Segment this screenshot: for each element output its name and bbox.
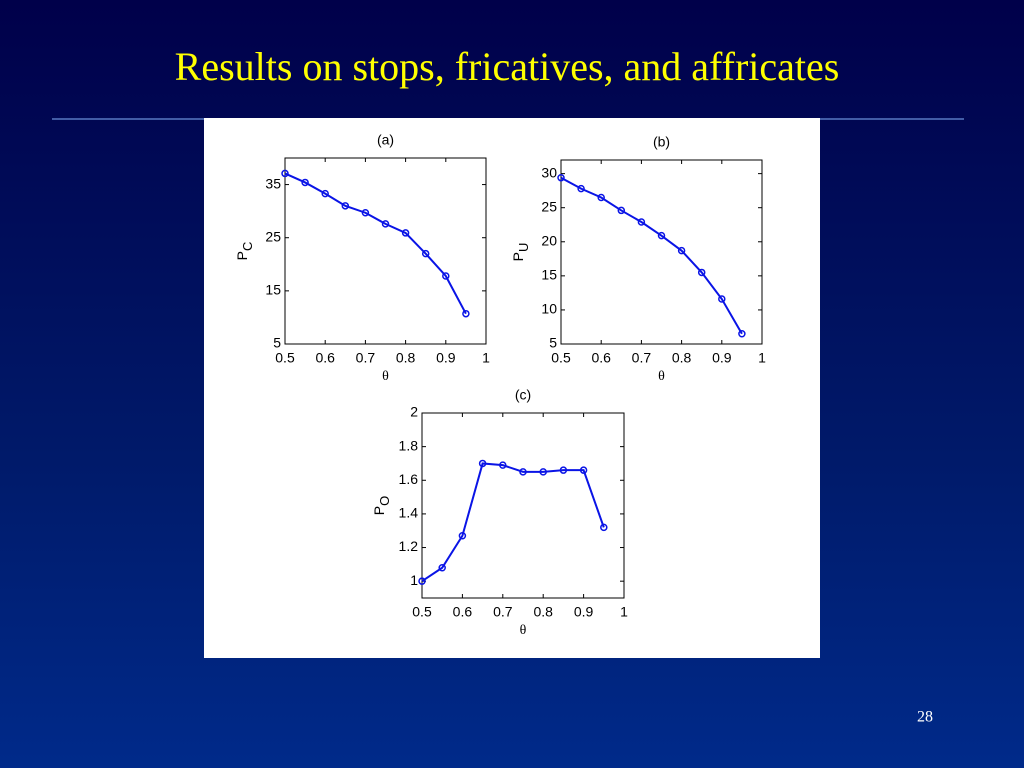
x-tick-label: 1 <box>620 604 628 620</box>
data-point <box>559 466 568 474</box>
data-point <box>577 184 585 193</box>
data-point <box>718 295 726 303</box>
data-point <box>557 173 565 182</box>
x-tick-label: 0.7 <box>632 350 652 366</box>
chart-title: (a) <box>377 132 394 148</box>
y-tick-label: 1.8 <box>399 437 419 453</box>
x-axis-label: θ <box>520 623 527 638</box>
x-tick-label: 0.9 <box>436 350 456 366</box>
data-line <box>284 172 467 315</box>
data-point <box>418 577 426 585</box>
data-point <box>341 202 350 210</box>
data-point <box>677 246 686 255</box>
x-tick-label: 0.9 <box>712 350 732 366</box>
data-point <box>697 268 706 277</box>
x-tick-label: 0.7 <box>356 350 376 366</box>
data-point <box>579 466 588 474</box>
data-point <box>462 309 470 318</box>
chart-title: (b) <box>653 134 670 150</box>
x-tick-label: 0.8 <box>672 350 692 366</box>
x-tick-label: 1 <box>758 350 766 366</box>
y-axis-label-subscript: U <box>516 243 531 252</box>
data-point <box>600 523 608 532</box>
y-axis-label-subscript: C <box>240 242 255 251</box>
y-tick-label: 15 <box>541 267 557 283</box>
y-tick-label: 25 <box>541 198 557 214</box>
data-point <box>281 169 289 178</box>
y-axis-label-main: P <box>234 251 250 260</box>
x-tick-label: 0.8 <box>396 350 416 366</box>
y-tick-label: 5 <box>549 335 557 351</box>
data-line <box>560 176 743 335</box>
data-point <box>442 272 450 280</box>
y-tick-label: 10 <box>541 301 557 317</box>
y-tick-label: 35 <box>265 175 281 191</box>
data-point <box>617 206 626 215</box>
y-tick-label: 1.4 <box>399 505 419 521</box>
data-point <box>421 249 430 258</box>
y-tick-label: 5 <box>273 335 281 351</box>
x-axis-label: θ <box>382 369 389 384</box>
data-point <box>458 532 467 540</box>
x-tick-label: 0.8 <box>533 604 553 620</box>
data-point <box>438 563 446 572</box>
y-axis-label-subscript: O <box>377 496 392 506</box>
y-tick-label: 1.6 <box>399 471 419 487</box>
x-tick-label: 0.6 <box>591 350 611 366</box>
axes-box <box>560 159 763 345</box>
y-tick-label: 2 <box>410 404 418 420</box>
data-point <box>401 229 410 237</box>
data-point <box>321 189 329 198</box>
x-tick-label: 0.7 <box>493 604 513 620</box>
data-point <box>637 218 646 226</box>
y-tick-label: 25 <box>265 228 281 244</box>
data-line <box>421 462 605 583</box>
slide-title: Results on stops, fricatives, and affric… <box>175 44 840 89</box>
data-point <box>597 193 605 202</box>
y-axis-label: PO <box>371 496 393 515</box>
data-point <box>519 468 527 476</box>
y-axis-label-main: P <box>371 506 387 515</box>
data-point <box>301 178 309 187</box>
y-tick-label: 15 <box>265 282 281 298</box>
x-tick-label: 0.5 <box>275 350 295 366</box>
y-axis-label-main: P <box>510 252 526 261</box>
x-tick-label: 1 <box>482 350 490 366</box>
x-tick-label: 0.5 <box>551 350 571 366</box>
data-point <box>361 208 370 217</box>
data-point <box>478 459 487 468</box>
data-point <box>539 468 547 476</box>
data-point <box>499 461 507 469</box>
y-axis-label: PU <box>510 243 532 262</box>
data-point <box>381 220 390 228</box>
x-axis-label: θ <box>658 369 665 384</box>
x-tick-label: 0.9 <box>574 604 594 620</box>
axes-box <box>421 412 625 599</box>
x-tick-label: 0.5 <box>412 604 432 620</box>
chart-title: (c) <box>515 387 531 403</box>
y-tick-label: 20 <box>541 232 557 248</box>
y-axis-label: PC <box>234 242 256 261</box>
data-point <box>738 330 746 338</box>
axes-box <box>284 157 487 345</box>
y-tick-label: 1 <box>410 572 418 588</box>
y-tick-label: 1.2 <box>399 538 419 554</box>
x-tick-label: 0.6 <box>315 350 335 366</box>
x-tick-label: 0.6 <box>453 604 473 620</box>
figure-panel <box>204 118 820 658</box>
data-point <box>657 231 666 240</box>
page-number: 28 <box>917 709 933 726</box>
y-tick-label: 30 <box>541 164 557 180</box>
